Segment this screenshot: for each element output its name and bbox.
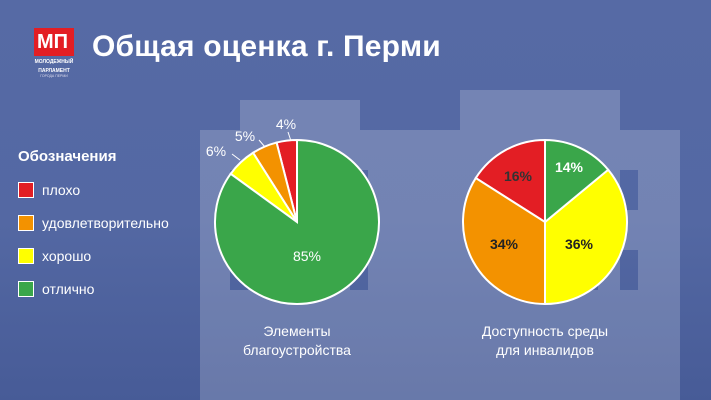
legend-swatch-yellow xyxy=(18,248,34,264)
pie-1-label-удовлетворительно: 5% xyxy=(235,128,255,144)
legend-label: хорошо xyxy=(42,248,92,264)
pie-2-slice-отлично xyxy=(544,138,610,225)
pie-2-label-плохо: 16% xyxy=(504,168,533,184)
pie-1-leader-плохо xyxy=(287,131,292,142)
chart-1-caption-line-1: Элементы xyxy=(263,323,331,339)
legend-swatch-red xyxy=(18,182,34,198)
pie-1-leader-хорошо xyxy=(231,153,241,161)
legend-swatch-green xyxy=(18,281,34,297)
logo-line-1: МОЛОДЕЖНЫЙ xyxy=(34,59,74,65)
logo-line-2: ПАРЛАМЕНТ xyxy=(38,68,70,74)
pie-2-slice-плохо xyxy=(474,138,546,224)
pie-2-label-хорошо: 36% xyxy=(565,236,594,252)
pie-1-slice-отлично xyxy=(214,138,380,305)
legend-label: удовлетворительно xyxy=(42,215,169,231)
legend-label: отлично xyxy=(42,281,95,297)
pie-1-label-плохо: 4% xyxy=(276,116,296,132)
logo: МП МОЛОДЕЖНЫЙ ПАРЛАМЕНТ ГОРОДА ПЕРМИ xyxy=(30,28,78,88)
legend-item-bad: плохо xyxy=(18,179,169,201)
pie-2-slice-удовлетворительно xyxy=(462,176,546,306)
pie-2-slice-хорошо xyxy=(544,168,628,306)
logo-mark: МП xyxy=(34,28,74,56)
legend-label: плохо xyxy=(42,182,81,198)
chart-2-caption-line-2: для инвалидов xyxy=(496,342,594,358)
legend-swatch-orange xyxy=(18,215,34,231)
logo-line-3: ГОРОДА ПЕРМИ xyxy=(40,74,68,78)
pie-2-label-отлично: 14% xyxy=(555,159,584,175)
chart-2-caption: Доступность среды для инвалидов xyxy=(455,322,635,360)
pie-1-label-отлично: 85% xyxy=(293,248,321,264)
chart-2-caption-line-1: Доступность среды xyxy=(481,323,609,339)
legend-item-excellent: отлично xyxy=(18,278,169,300)
legend-item-good: хорошо xyxy=(18,245,169,267)
legend-item-satisfactory: удовлетворительно xyxy=(18,212,169,234)
pie-2-label-удовлетворительно: 34% xyxy=(490,236,519,252)
legend: Обозначения плохо удовлетворительно хоро… xyxy=(18,148,169,311)
legend-title: Обозначения xyxy=(18,148,117,165)
chart-1-caption-line-2: благоустройства xyxy=(243,342,351,358)
chart-1-caption: Элементы благоустройства xyxy=(222,322,372,360)
pie-1-label-хорошо: 6% xyxy=(206,143,226,159)
page-title: Общая оценка г. Перми xyxy=(92,30,441,63)
logo-mark-text: МП xyxy=(37,31,69,53)
pie-1-leader-удовлетворительно xyxy=(258,139,266,148)
